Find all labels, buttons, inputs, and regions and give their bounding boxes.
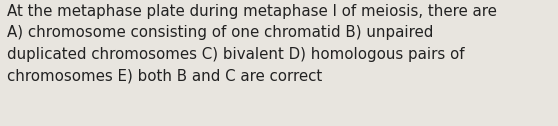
Text: At the metaphase plate during metaphase I of meiosis, there are
A) chromosome co: At the metaphase plate during metaphase … xyxy=(7,4,497,84)
